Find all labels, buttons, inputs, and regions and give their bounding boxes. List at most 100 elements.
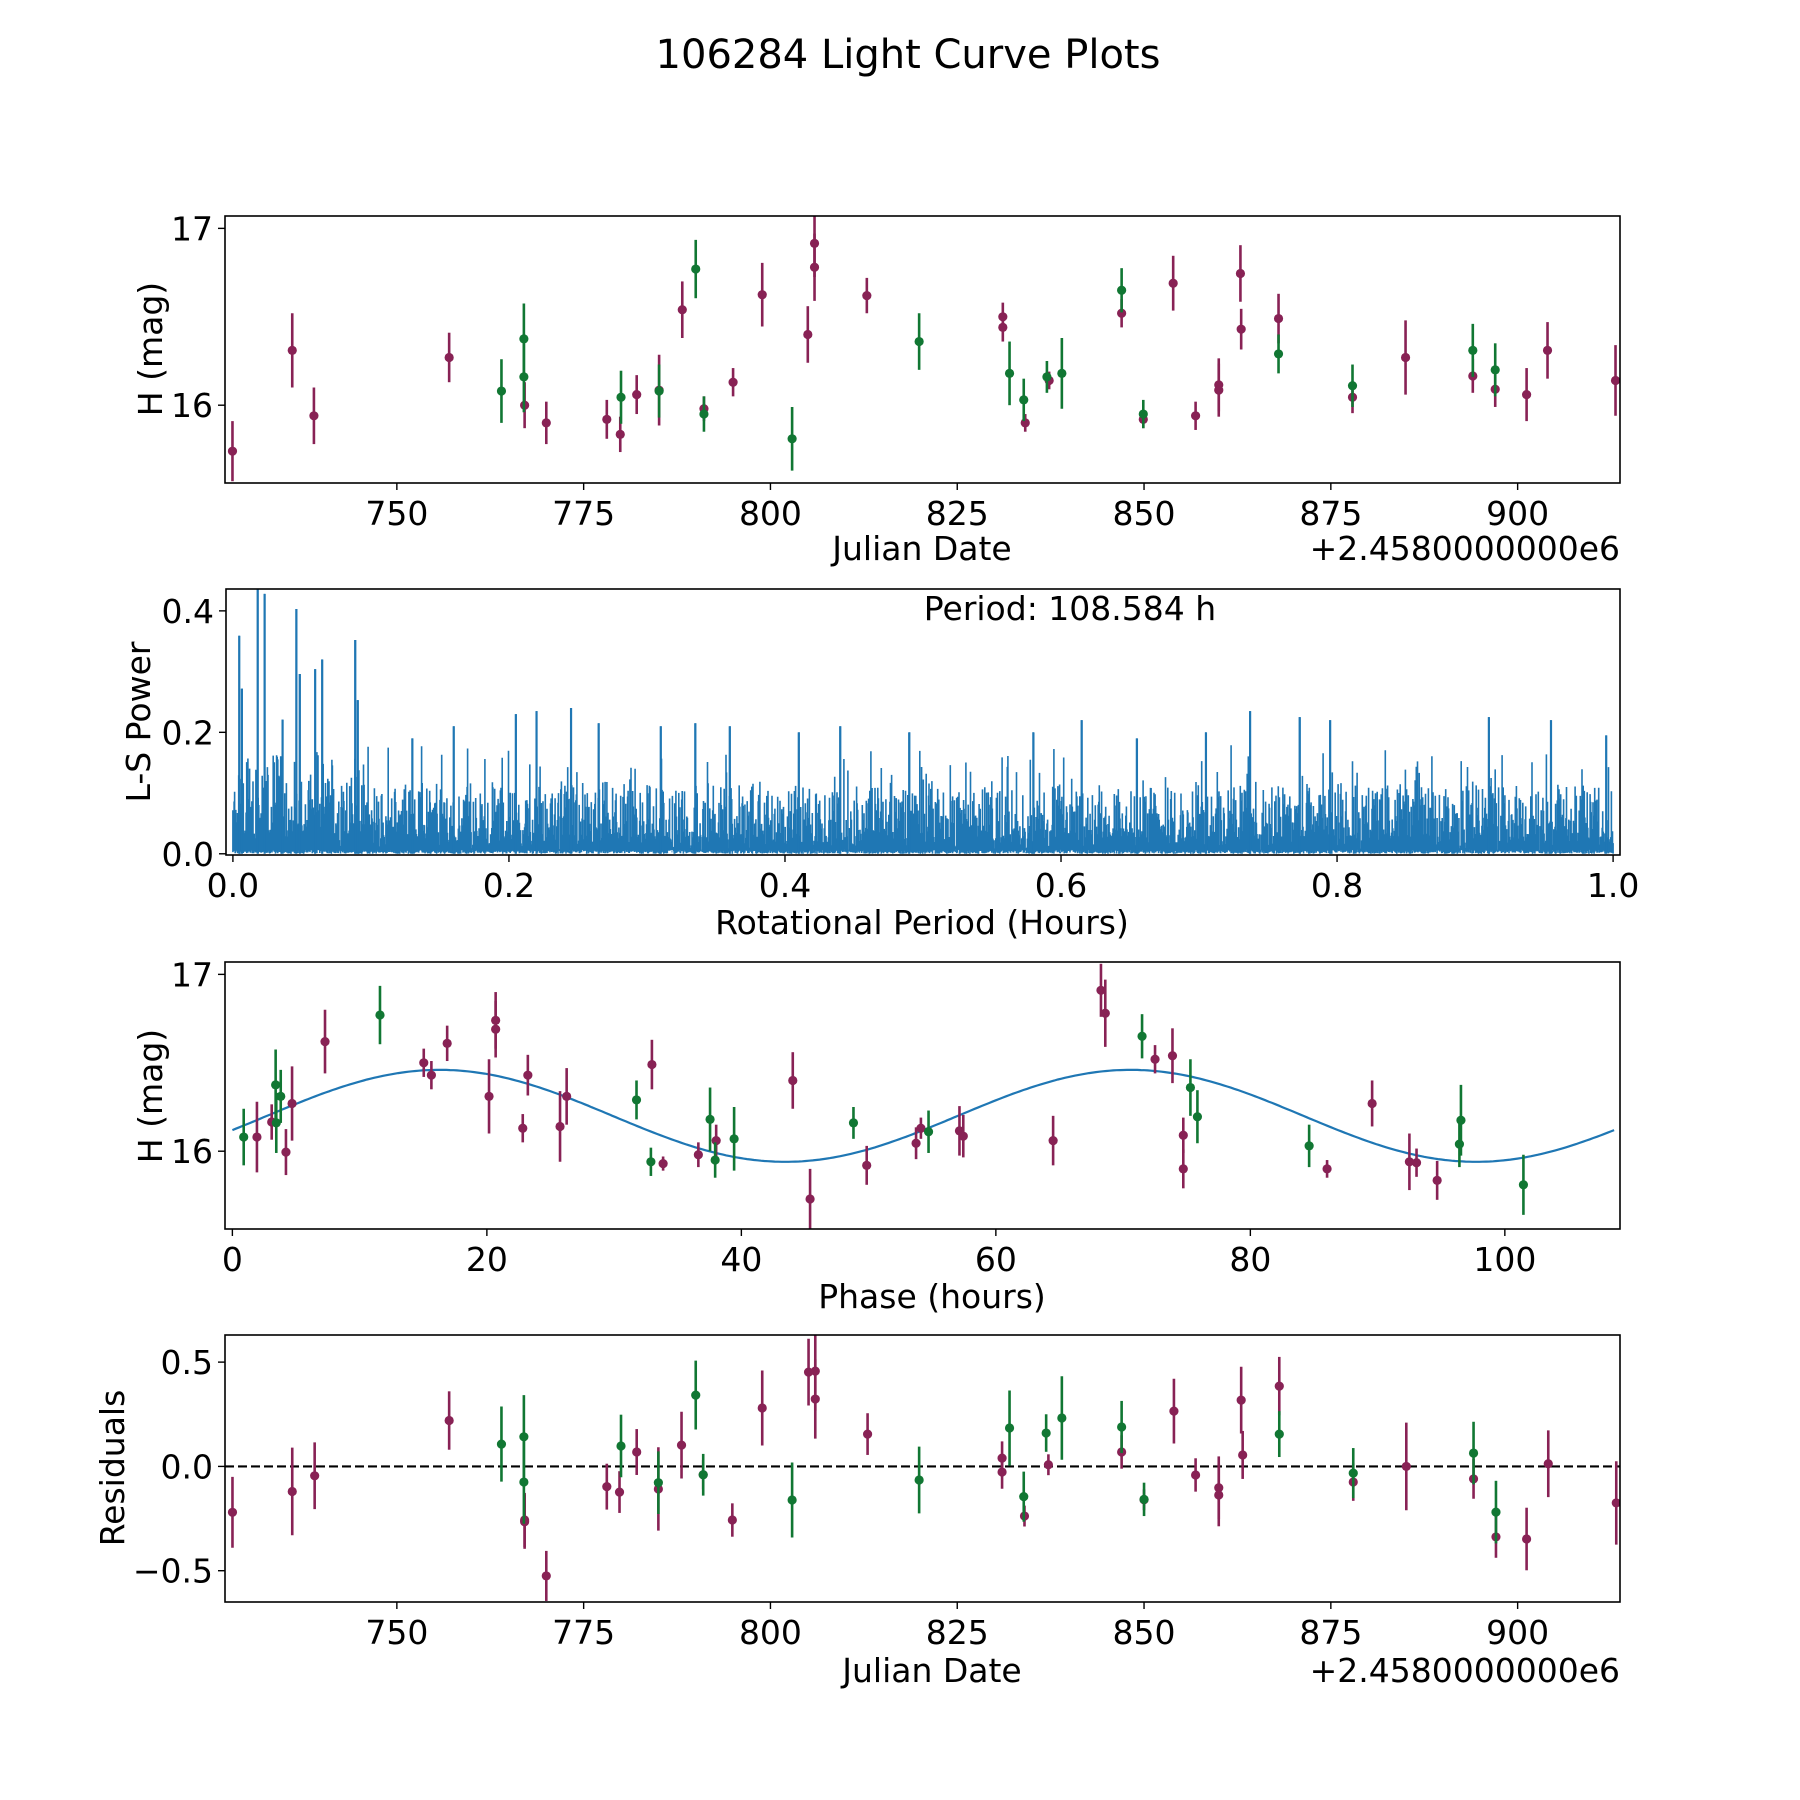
data-point-maroon xyxy=(998,313,1008,342)
marker xyxy=(1100,1008,1110,1018)
data-point-green xyxy=(923,1110,934,1153)
data-point-maroon xyxy=(1236,308,1246,350)
marker xyxy=(444,1415,454,1426)
data-point-maroon xyxy=(1190,1458,1201,1492)
phased-xlabel: Phase (hours) xyxy=(818,1277,1046,1316)
marker xyxy=(1304,1141,1314,1151)
data-point-maroon xyxy=(1020,414,1030,432)
data-point-maroon xyxy=(958,1114,968,1158)
marker xyxy=(653,1478,663,1488)
data-point-maroon xyxy=(419,1048,429,1077)
data-point-maroon xyxy=(757,262,767,327)
marker xyxy=(691,264,701,274)
marker xyxy=(271,1118,281,1128)
marker xyxy=(1117,285,1127,295)
marker xyxy=(862,1429,873,1439)
x-tick-label: 0.4 xyxy=(759,866,811,905)
data-point-maroon xyxy=(1543,1430,1553,1498)
data-point-maroon xyxy=(484,1059,494,1134)
data-point-maroon xyxy=(911,1127,921,1160)
data-point-maroon xyxy=(1043,1454,1054,1476)
periodogram-line xyxy=(232,589,1614,854)
data-point-maroon xyxy=(632,1429,642,1475)
marker xyxy=(1400,352,1411,363)
marker xyxy=(541,1571,551,1581)
data-point-green xyxy=(1057,338,1067,409)
plot-area xyxy=(225,1335,1620,1601)
data-point-maroon xyxy=(562,1068,572,1125)
marker xyxy=(1347,381,1358,391)
data-point-maroon xyxy=(602,399,612,439)
x-tick-label: 800 xyxy=(739,494,802,533)
data-point-maroon xyxy=(1610,345,1620,416)
marker xyxy=(1401,1461,1411,1472)
x-tick-label: 0.0 xyxy=(207,866,259,905)
data-point-green xyxy=(1137,1014,1147,1059)
data-point-green xyxy=(646,1147,656,1176)
marker xyxy=(1273,349,1284,359)
data-point-green xyxy=(705,1087,715,1152)
x-tick-label: 850 xyxy=(1113,1613,1176,1652)
x-tick-label: 900 xyxy=(1486,1613,1549,1652)
data-point-maroon xyxy=(1168,255,1178,311)
data-point-green xyxy=(1004,341,1015,406)
data-point-green xyxy=(631,1080,642,1120)
marker xyxy=(523,1070,533,1080)
marker xyxy=(287,1486,297,1497)
marker xyxy=(699,409,709,419)
data-point-green xyxy=(1304,1124,1314,1168)
data-point-green xyxy=(1019,378,1029,422)
lightcurve-xlabel: Julian Date xyxy=(830,529,1012,568)
data-point-green xyxy=(375,985,385,1045)
marker xyxy=(1238,1450,1248,1460)
y-tick-label: 17 xyxy=(171,209,213,248)
marker xyxy=(1192,1112,1203,1122)
marker xyxy=(519,1432,529,1442)
data-point-maroon xyxy=(1522,368,1532,422)
data-point-maroon xyxy=(1167,1028,1178,1084)
lightcurve-ylabel: H (mag) xyxy=(131,282,170,416)
data-point-maroon xyxy=(1404,1133,1415,1191)
marker xyxy=(287,1098,297,1109)
marker xyxy=(677,305,687,315)
data-point-green xyxy=(1490,343,1500,397)
data-point-maroon xyxy=(862,1413,873,1455)
marker xyxy=(1322,1164,1332,1174)
marker xyxy=(1367,1098,1377,1109)
data-point-green xyxy=(710,1142,720,1178)
x-tick-label: 825 xyxy=(926,1613,989,1652)
data-point-green xyxy=(699,396,709,432)
data-point-maroon xyxy=(1048,1115,1058,1166)
lightcurve-panel: 750 775 800 825 850 875 900 16 17 Julian Date +2… xyxy=(131,209,1621,568)
data-point-green xyxy=(691,1360,701,1430)
residuals-marks xyxy=(225,1335,1620,1601)
data-point-maroon xyxy=(1169,1378,1179,1444)
marker xyxy=(555,1121,565,1132)
y-tick-label: 0.0 xyxy=(161,1447,213,1486)
x-tick-label: 900 xyxy=(1486,494,1549,533)
data-point-maroon xyxy=(287,1066,297,1141)
y-tick-label: −0.5 xyxy=(133,1552,213,1591)
x-tick-label: 60 xyxy=(975,1240,1017,1279)
marker xyxy=(698,1470,708,1480)
periodogram-axes: 0.0 0.2 0.4 0.6 0.8 1.0 0.0 0.2 0.4 xyxy=(162,588,1639,905)
phased-panel: 0 20 40 60 80 100 16 17 Phase (hours) H (mag) xyxy=(131,955,1621,1316)
data-point-green xyxy=(1468,323,1478,377)
marker xyxy=(518,1123,528,1133)
marker xyxy=(1185,1082,1196,1093)
marker xyxy=(788,1075,798,1086)
marker xyxy=(727,1515,737,1525)
data-point-maroon xyxy=(309,387,319,445)
y-tick-label: 17 xyxy=(171,955,213,994)
residuals-ylabel: Residuals xyxy=(93,1390,132,1547)
data-point-maroon xyxy=(1411,1148,1422,1177)
marker xyxy=(1468,1448,1479,1458)
data-point-green xyxy=(1468,1421,1479,1485)
x-tick-label: 800 xyxy=(739,1613,802,1652)
data-point-green xyxy=(1518,1154,1529,1215)
data-point-green xyxy=(1347,364,1358,407)
marker xyxy=(1167,1051,1178,1061)
lightcurve-marks xyxy=(227,216,1620,482)
marker xyxy=(1137,1031,1147,1041)
marker xyxy=(914,336,924,347)
